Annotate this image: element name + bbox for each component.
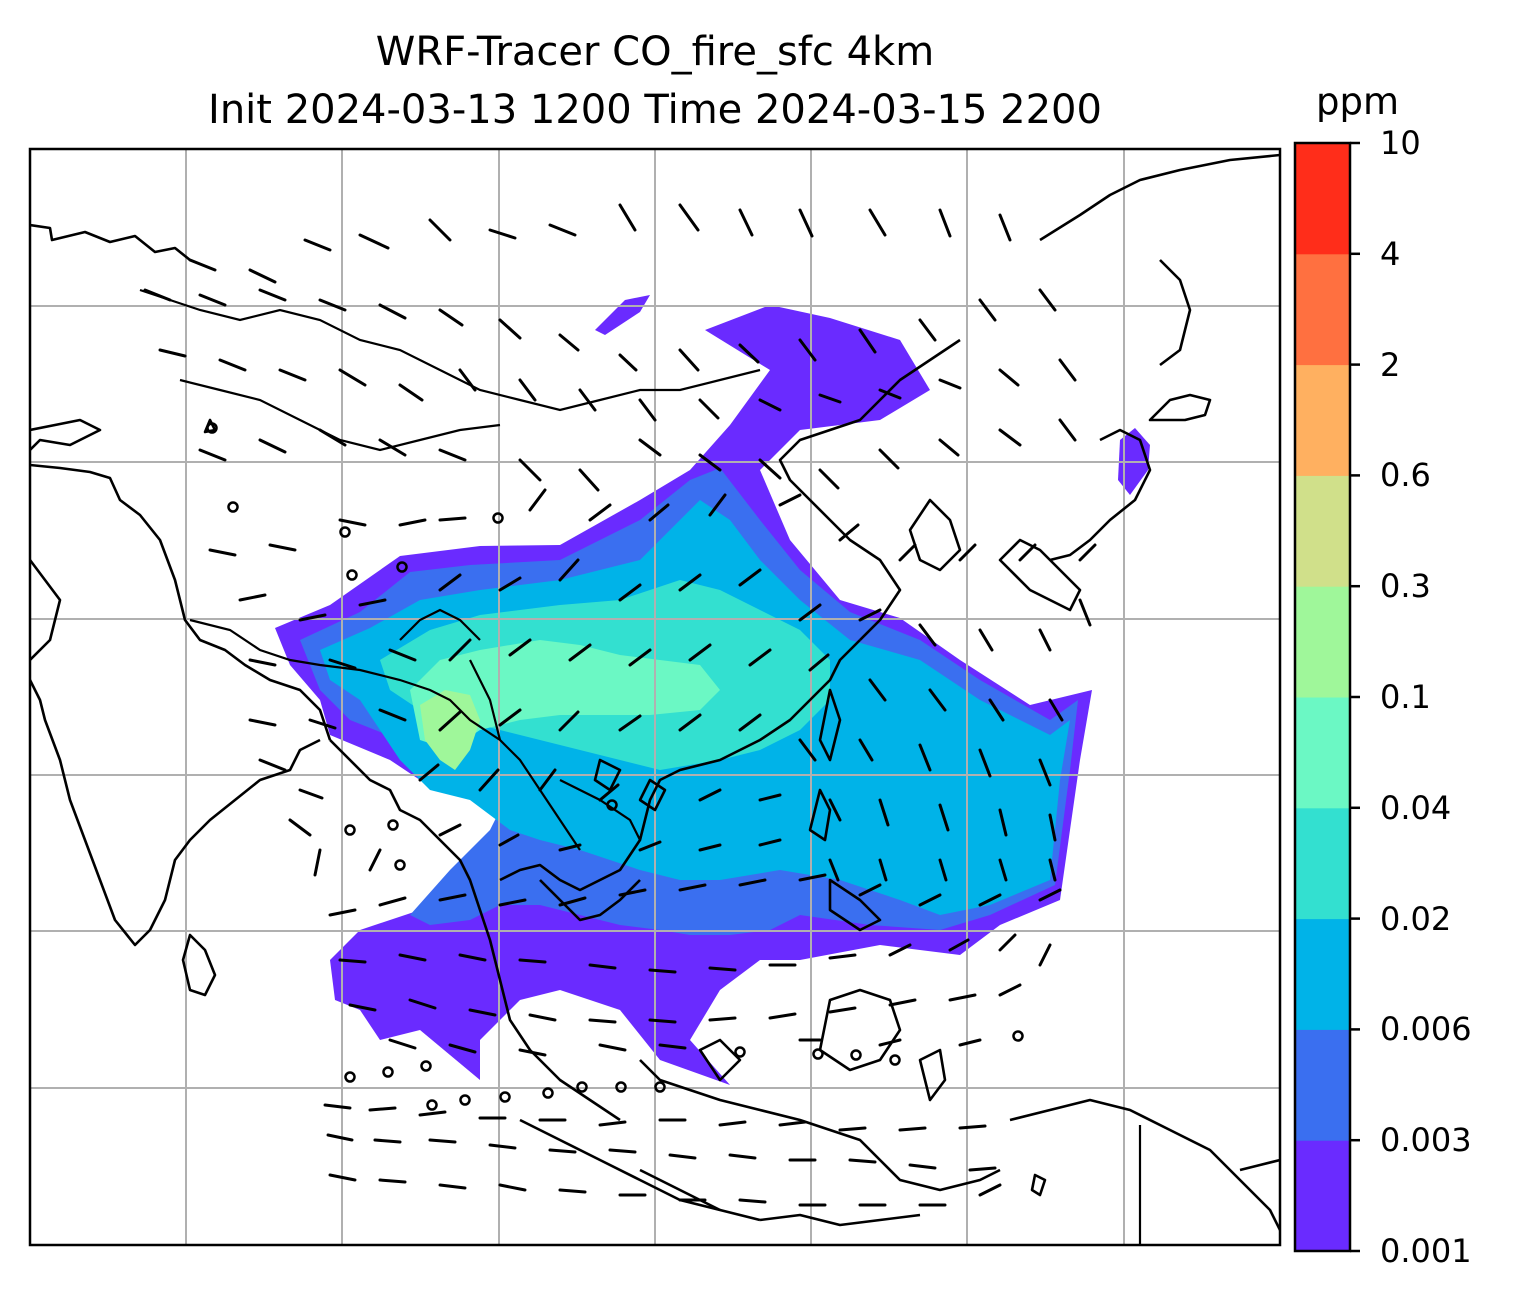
map-frame: [28, 147, 1282, 1247]
colorbar-tick-label: 2: [1380, 345, 1401, 384]
wind-barbs: [143, 203, 1097, 1207]
colorbar-segment: [1295, 1140, 1350, 1252]
colorbar-tick-label: 0.6: [1380, 456, 1431, 495]
colorbar-segment: [1295, 918, 1350, 1030]
plume-upper-left: [595, 295, 650, 335]
colorbar-segment: [1295, 475, 1350, 587]
colorbar-unit-label: ppm: [1315, 80, 1399, 123]
country-borders: [139, 288, 1142, 1245]
map-title: WRF-Tracer CO_fire_sfc 4km: [375, 29, 935, 75]
gridlines: [30, 149, 1280, 1245]
colorbar-tick-label: 0.006: [1380, 1010, 1472, 1049]
colorbar-tick-label: 0.3: [1380, 567, 1431, 606]
colorbar-segment: [1295, 364, 1350, 476]
colorbar-segment: [1295, 807, 1350, 920]
map-subtitle: Init 2024-03-13 1200 Time 2024-03-15 220…: [208, 87, 1102, 133]
colorbar-tick-label: 10: [1380, 124, 1421, 162]
colorbar: [1295, 143, 1350, 1252]
colorbar-segment: [1295, 1029, 1350, 1141]
plume-0.04: [410, 640, 720, 750]
colorbar-segment: [1295, 143, 1350, 255]
plume-0.1: [420, 690, 480, 770]
colorbar-segment: [1295, 253, 1350, 366]
colorbar-tick-label: 0.02: [1380, 899, 1452, 938]
colorbar-segment: [1295, 586, 1350, 698]
colorbar-ticks: [1350, 141, 1360, 1253]
colorbar-tick-label: 0.1: [1380, 678, 1431, 716]
colorbar-tick-label: 0.003: [1380, 1121, 1472, 1160]
coastlines: [30, 153, 1280, 1231]
colorbar-segment: [1295, 697, 1350, 809]
calm-circles: [206, 422, 1024, 1111]
co-fire-shading: [275, 295, 1150, 1085]
colorbar-tick-label: 0.04: [1380, 788, 1452, 827]
colorbar-tick-label: 4: [1380, 234, 1401, 273]
colorbar-tick-label: 0.001: [1380, 1232, 1472, 1270]
